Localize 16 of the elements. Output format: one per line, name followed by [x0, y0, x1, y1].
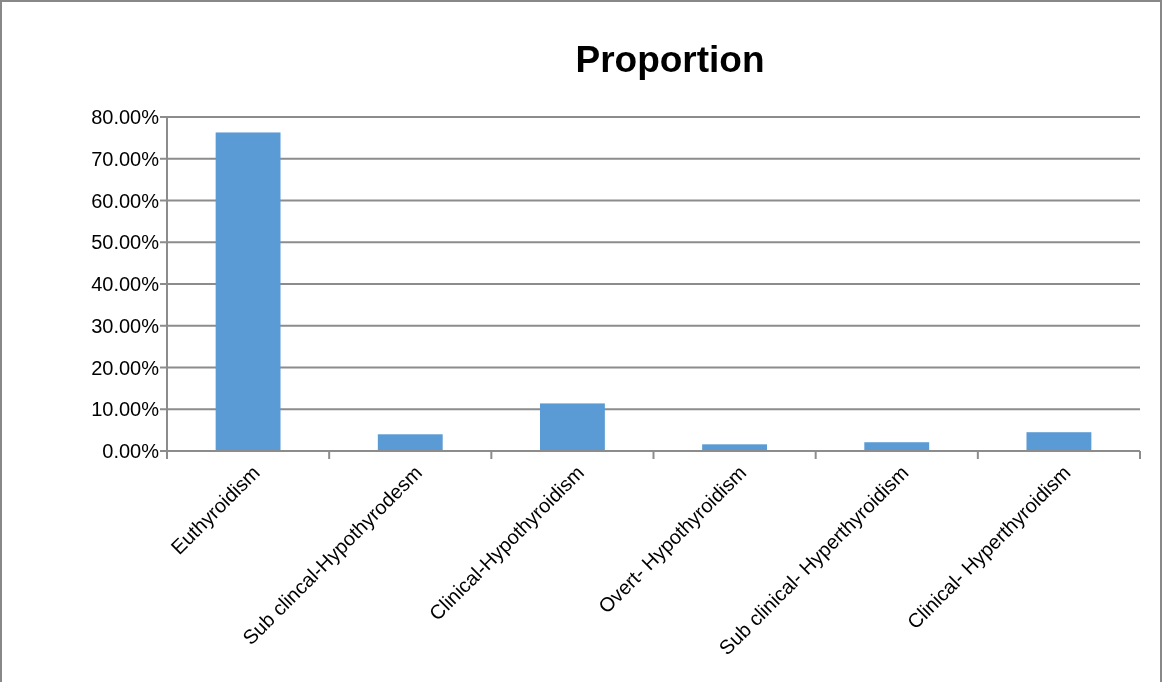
- bar: [864, 442, 930, 451]
- bar: [539, 403, 605, 451]
- y-tick-label: 70.00%: [91, 147, 160, 170]
- bar: [377, 434, 443, 451]
- y-tick-label: 20.00%: [91, 356, 160, 379]
- y-tick-label: 40.00%: [91, 273, 160, 295]
- y-tick-label: 0.00%: [102, 440, 160, 462]
- y-tick-label: 50.00%: [91, 231, 160, 254]
- bar: [215, 132, 281, 451]
- y-tick-label: 80.00%: [91, 106, 160, 128]
- chart-title: Proportion: [575, 39, 765, 80]
- bar: [702, 444, 768, 451]
- y-tick-label: 60.00%: [91, 189, 160, 212]
- y-tick-label: 10.00%: [91, 398, 160, 421]
- bar: [1026, 432, 1092, 451]
- y-tick-label: 30.00%: [91, 314, 160, 337]
